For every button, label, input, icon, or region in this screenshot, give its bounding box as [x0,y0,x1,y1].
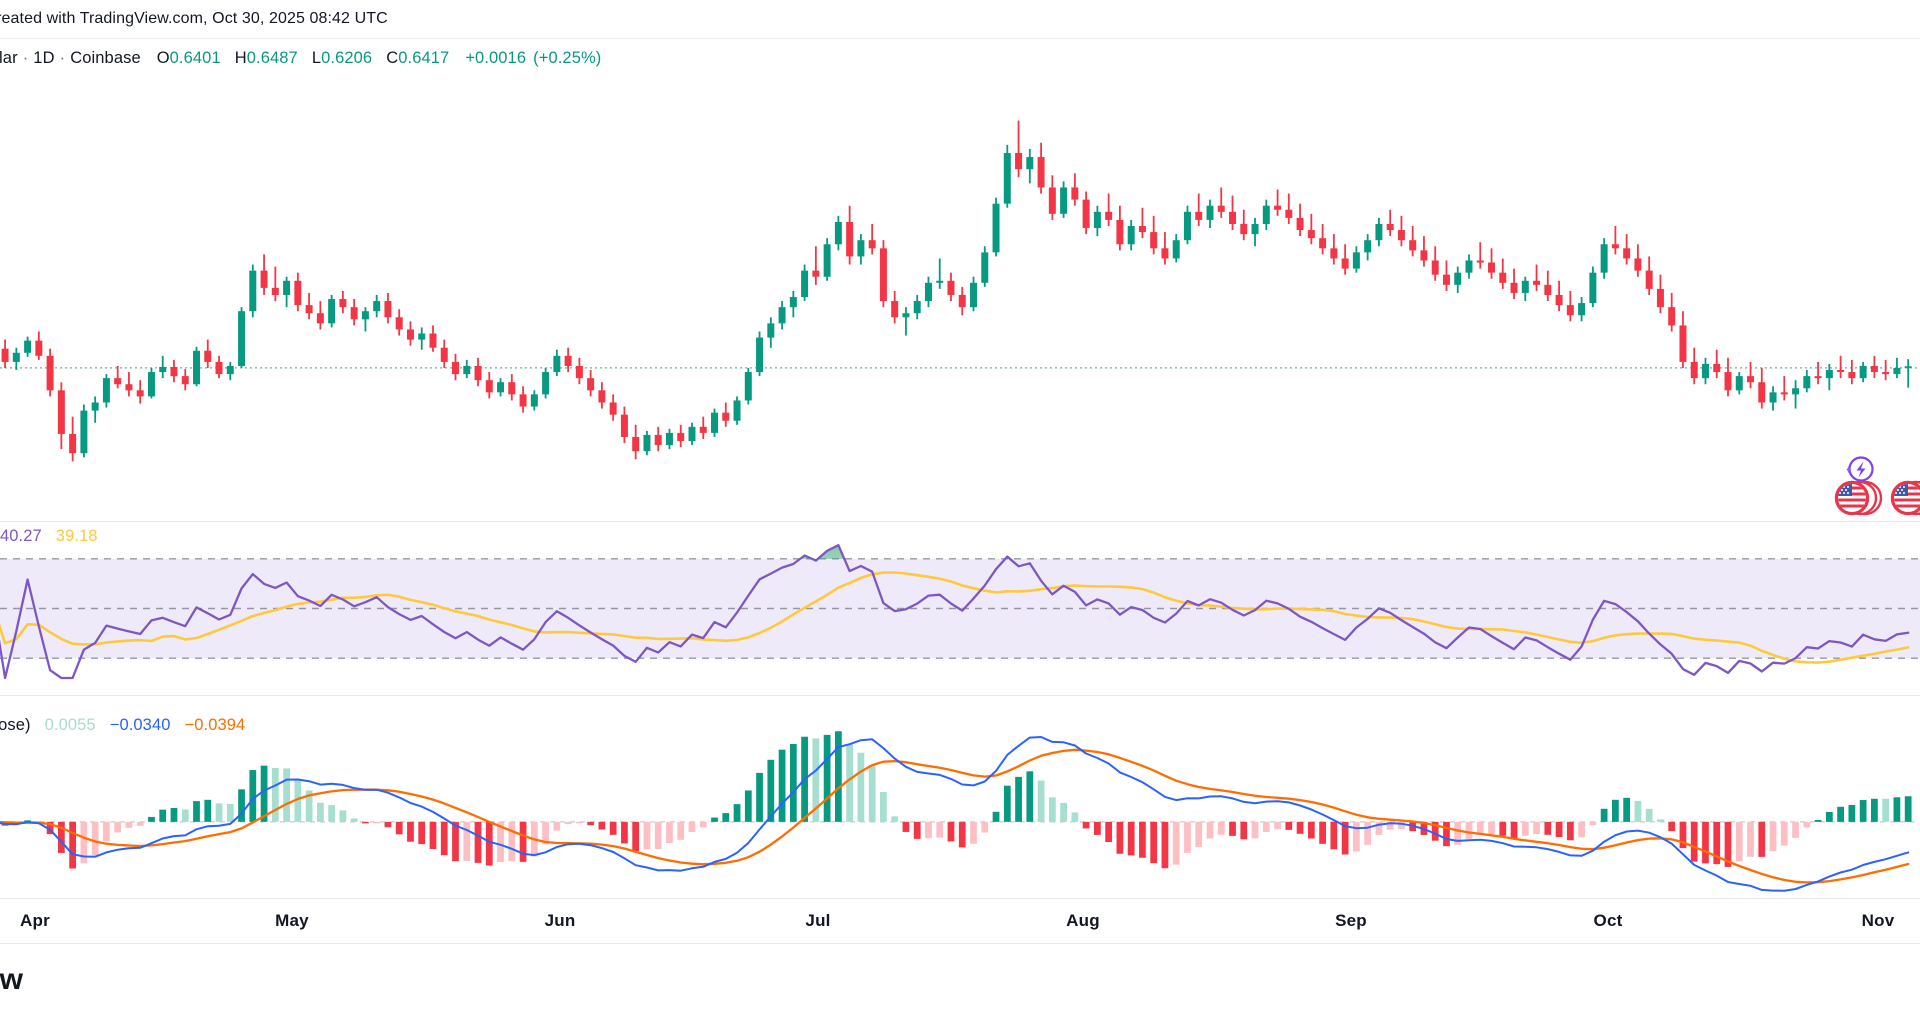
symbol-name[interactable]: ollar [0,48,18,67]
symbol-interval[interactable]: 1D [33,48,55,67]
symbol-exchange[interactable]: Coinbase [70,48,141,67]
attribution-text: created with TradingView.com, Oct 30, 20… [0,10,388,27]
x-axis-tick-nov: Nov [1861,911,1895,930]
ohlc-close-label: C [386,48,399,67]
ohlc-close-value: 0.6417 [398,48,450,67]
macd-series [0,731,1920,892]
tradingview-watermark: ngView [0,955,23,1005]
candlestick-series [0,120,1920,462]
legend-separator-1: · [22,48,29,67]
x-axis-tick-jul: Jul [805,911,831,930]
ohlc-low: L0.6206 [312,49,372,68]
rsi-pane[interactable] [0,521,1920,695]
ohlc-open: O0.6401 [157,49,221,68]
time-axis[interactable]: Apr May Jun Jul Aug Sep Oct Nov [0,898,1920,944]
rsi-line [0,544,1910,680]
rsi-series [0,544,1920,680]
macd-pane[interactable] [0,695,1920,899]
ohlc-high-value: 0.6487 [246,48,298,67]
ohlc-open-label: O [156,48,170,67]
candles-group [1,120,1912,462]
usd-coin-badge-2[interactable] [1888,478,1920,518]
ohlc-high-label: H [234,48,247,67]
sparkle-lightning-badge[interactable] [1838,452,1878,497]
x-axis-tick-sep: Sep [1335,911,1367,930]
usd-coin-badge-1[interactable] [1832,478,1884,518]
ohlc-close: C0.6417 [386,49,449,68]
x-axis-tick-apr: Apr [20,911,50,930]
x-axis-tick-jun: Jun [544,911,576,930]
price-change-percent: (+0.25%) [533,48,602,67]
symbol-legend: ollar · 1D · Coinbase O0.6401 H0.6487 L0… [0,44,601,72]
macd-line [0,736,1910,892]
brand-text: ngView [0,963,23,996]
x-axis-tick-aug: Aug [1066,911,1100,930]
ohlc-open-value: 0.6401 [169,48,221,67]
x-axis-tick-may: May [275,911,309,930]
attribution-bar: created with TradingView.com, Oct 30, 20… [0,0,1920,39]
legend-separator-2: · [59,48,66,67]
ohlc-low-value: 0.6206 [321,48,373,67]
macd-histogram [1,731,1912,869]
macd-signal-line [0,748,1910,884]
usd-coin-badge-group[interactable] [1832,478,1920,518]
price-pane[interactable] [0,76,1920,520]
ohlc-low-label: L [311,48,322,67]
ohlc-high: H0.6487 [235,49,298,68]
x-axis-tick-oct: Oct [1593,911,1623,930]
price-change: +0.0016 [465,48,527,67]
